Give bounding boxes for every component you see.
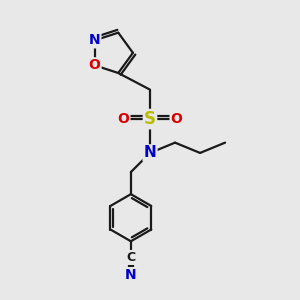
Text: N: N [144, 146, 156, 160]
Text: N: N [89, 33, 100, 47]
Text: S: S [144, 110, 156, 128]
Text: N: N [125, 268, 137, 282]
Text: O: O [118, 112, 129, 126]
Text: C: C [126, 251, 135, 264]
Text: O: O [88, 58, 101, 72]
Text: O: O [171, 112, 182, 126]
